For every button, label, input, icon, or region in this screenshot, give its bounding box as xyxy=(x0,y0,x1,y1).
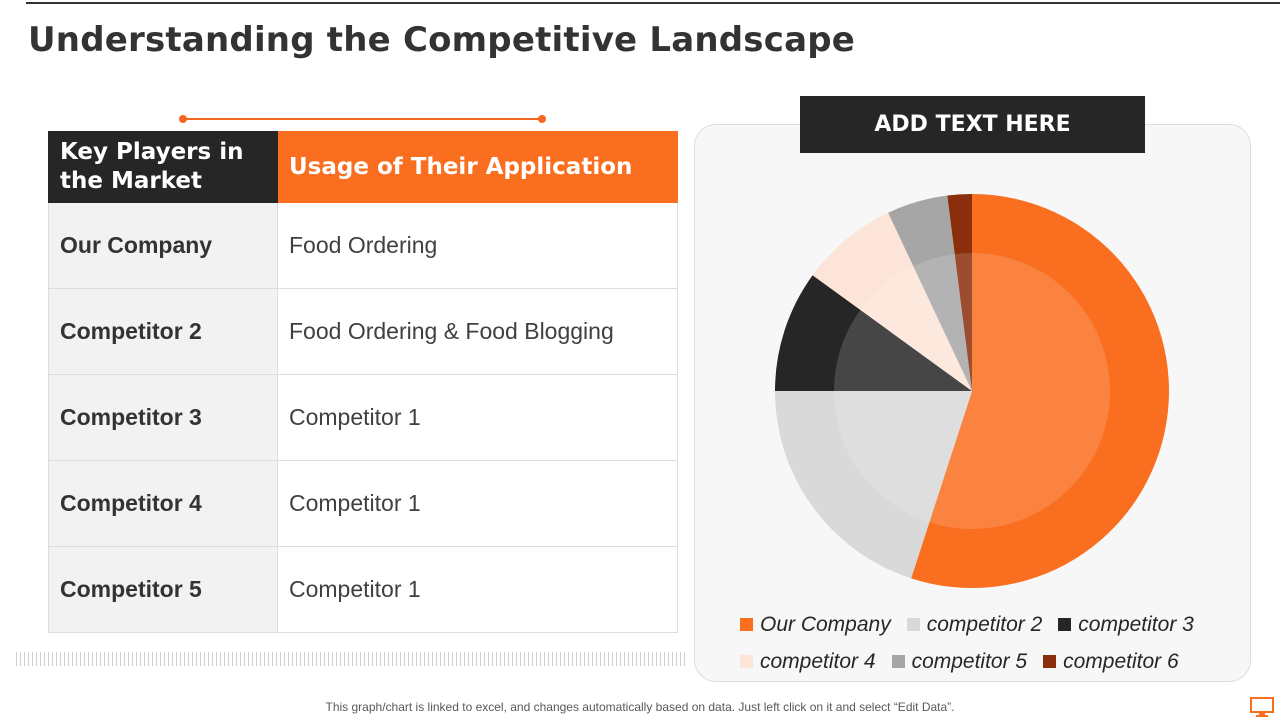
legend-swatch xyxy=(907,618,920,631)
player-cell: Our Company xyxy=(49,203,278,289)
key-players-table: Key Players in the Market Usage of Their… xyxy=(48,131,678,633)
legend-row: Our Company competitor 2 competitor 3 xyxy=(740,606,1220,643)
legend-item: competitor 2 xyxy=(907,613,1043,637)
legend-label: competitor 6 xyxy=(1063,650,1179,674)
table-header-row: Key Players in the Market Usage of Their… xyxy=(49,132,678,203)
legend-label: competitor 2 xyxy=(927,613,1043,637)
legend-swatch xyxy=(740,655,753,668)
legend-item: competitor 3 xyxy=(1058,613,1194,637)
chart-legend: Our Company competitor 2 competitor 3 comp… xyxy=(740,606,1220,680)
pie-chart[interactable] xyxy=(694,124,1251,604)
top-rule xyxy=(26,2,1280,4)
table-row: Our Company Food Ordering xyxy=(49,203,678,289)
header-usage: Usage of Their Application xyxy=(278,132,678,203)
table-row: Competitor 2 Food Ordering & Food Bloggi… xyxy=(49,289,678,375)
legend-swatch xyxy=(740,618,753,631)
decorative-dash-strip xyxy=(16,652,686,666)
header-key-players: Key Players in the Market xyxy=(49,132,278,203)
legend-label: competitor 3 xyxy=(1078,613,1194,637)
footnote: This graph/chart is linked to excel, and… xyxy=(0,700,1280,714)
usage-cell: Food Ordering xyxy=(278,203,678,289)
player-cell: Competitor 2 xyxy=(49,289,278,375)
legend-label: Our Company xyxy=(760,613,891,637)
player-cell: Competitor 3 xyxy=(49,375,278,461)
usage-cell: Competitor 1 xyxy=(278,461,678,547)
legend-row: competitor 4 competitor 5 competitor 6 xyxy=(740,643,1220,680)
legend-item: competitor 6 xyxy=(1043,650,1179,674)
decorative-line xyxy=(183,118,542,120)
legend-label: competitor 4 xyxy=(760,650,876,674)
table-row: Competitor 3 Competitor 1 xyxy=(49,375,678,461)
usage-cell: Competitor 1 xyxy=(278,547,678,633)
usage-cell: Food Ordering & Food Blogging xyxy=(278,289,678,375)
legend-swatch xyxy=(1058,618,1071,631)
player-cell: Competitor 5 xyxy=(49,547,278,633)
legend-item: competitor 5 xyxy=(892,650,1028,674)
legend-swatch xyxy=(1043,655,1056,668)
legend-label: competitor 5 xyxy=(912,650,1028,674)
legend-item: competitor 4 xyxy=(740,650,876,674)
legend-item: Our Company xyxy=(740,613,891,637)
monitor-icon xyxy=(1250,697,1274,717)
table-row: Competitor 4 Competitor 1 xyxy=(49,461,678,547)
table-row: Competitor 5 Competitor 1 xyxy=(49,547,678,633)
usage-cell: Competitor 1 xyxy=(278,375,678,461)
page-title: Understanding the Competitive Landscape xyxy=(28,20,855,60)
player-cell: Competitor 4 xyxy=(49,461,278,547)
legend-swatch xyxy=(892,655,905,668)
